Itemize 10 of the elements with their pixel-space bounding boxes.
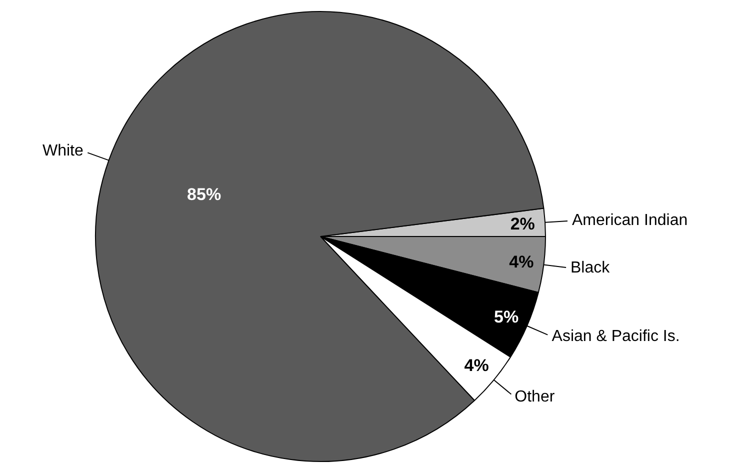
data-label: 4%	[464, 356, 489, 376]
slice-label: American Indian	[572, 212, 688, 230]
data-label: 85%	[187, 185, 222, 204]
slice-label: Asian & Pacific Is.	[552, 328, 680, 346]
slice-label: Black	[570, 260, 611, 277]
slice-label: White	[42, 142, 84, 160]
data-label: 5%	[494, 307, 519, 326]
data-label: 4%	[509, 252, 534, 272]
data-label: 2%	[510, 214, 535, 234]
slice-label: Other	[514, 388, 556, 406]
